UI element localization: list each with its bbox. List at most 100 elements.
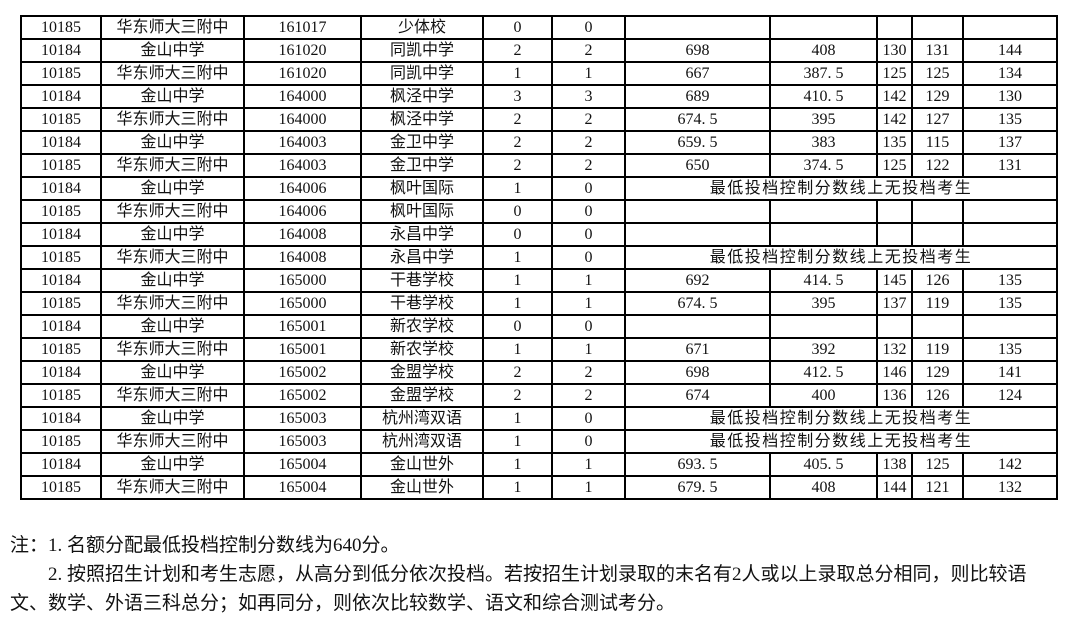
- merged-no-candidates-cell: 最低投档控制分数线上无投档考生: [624, 245, 1058, 270]
- table-cell: 698: [624, 38, 771, 63]
- table-cell: 0: [482, 222, 553, 247]
- table-cell: 161017: [243, 15, 362, 40]
- table-cell: 674. 5: [624, 291, 771, 316]
- table-cell: [876, 314, 913, 339]
- table-cell: 金山中学: [100, 360, 245, 385]
- table-cell: 125: [911, 61, 964, 86]
- table-cell: 1: [482, 452, 553, 477]
- table-cell: 10184: [20, 130, 102, 155]
- table-cell: 165003: [243, 406, 362, 431]
- table-cell: 10184: [20, 406, 102, 431]
- table-cell: 145: [876, 268, 913, 293]
- table-cell: 129: [911, 360, 964, 385]
- table-cell: 392: [769, 337, 878, 362]
- table-cell: 0: [551, 222, 626, 247]
- table-cell: 新农学校: [360, 314, 484, 339]
- table-cell: 金山中学: [100, 268, 245, 293]
- table-cell: [876, 222, 913, 247]
- table-cell: 2: [551, 130, 626, 155]
- table-cell: 金卫中学: [360, 130, 484, 155]
- table-cell: 146: [876, 360, 913, 385]
- footnote-line-2: 2. 按照招生计划和考生志愿，从高分到低分依次投档。若按招生计划录取的末名有2人…: [10, 564, 1027, 614]
- table-cell: 华东师大三附中: [100, 291, 245, 316]
- table-cell: 412. 5: [769, 360, 878, 385]
- table-cell: [911, 222, 964, 247]
- table-cell: 新农学校: [360, 337, 484, 362]
- table-cell: 119: [911, 291, 964, 316]
- table-cell: 165004: [243, 475, 362, 500]
- table-cell: [962, 314, 1058, 339]
- table-cell: 1: [482, 406, 553, 431]
- table-cell: 674: [624, 383, 771, 408]
- table-cell: 1: [482, 291, 553, 316]
- table-cell: 410. 5: [769, 84, 878, 109]
- table-cell: 135: [962, 268, 1058, 293]
- table-cell: 2: [482, 383, 553, 408]
- table-row: 10185 华东师大三附中 164003 金卫中学 2 2 650 374. 5 125 122 1…: [20, 153, 1058, 178]
- table-cell: 131: [962, 153, 1058, 178]
- table-cell: 0: [551, 406, 626, 431]
- table-cell: 10184: [20, 38, 102, 63]
- table-row: 10185 华东师大三附中 165002 金盟学校 2 2 674 400 136 126 124: [20, 383, 1058, 408]
- table-cell: [624, 15, 771, 40]
- table-cell: 金盟学校: [360, 360, 484, 385]
- table-row: 10184 金山中学 165004 金山世外 1 1 693. 5 405. 5 138 125 1…: [20, 452, 1058, 477]
- table-cell: 华东师大三附中: [100, 153, 245, 178]
- table-cell: 650: [624, 153, 771, 178]
- table-cell: 0: [551, 15, 626, 40]
- table-cell: 164006: [243, 176, 362, 201]
- table-cell: 164003: [243, 130, 362, 155]
- table-cell: 165000: [243, 268, 362, 293]
- table-cell: 2: [482, 360, 553, 385]
- table-cell: 125: [876, 61, 913, 86]
- table-cell: 10184: [20, 360, 102, 385]
- table-cell: [624, 199, 771, 224]
- table-cell: 674. 5: [624, 107, 771, 132]
- table-cell: 0: [482, 314, 553, 339]
- table-cell: 华东师大三附中: [100, 199, 245, 224]
- table-row: 10184 金山中学 164000 枫泾中学 3 3 689 410. 5 142 129 130: [20, 84, 1058, 109]
- table-cell: 142: [876, 107, 913, 132]
- footnotes: 注：1. 名额分配最低投档控制分数线为640分。 2. 按照招生计划和考生志愿，…: [10, 531, 1070, 618]
- table-cell: 金山中学: [100, 452, 245, 477]
- table-cell: 1: [482, 61, 553, 86]
- table-cell: 1: [551, 452, 626, 477]
- table-row: 10184 金山中学 165003 杭州湾双语 1 0 最低投档控制分数线上无投档考生: [20, 406, 1058, 431]
- table-cell: 130: [876, 38, 913, 63]
- table-cell: 杭州湾双语: [360, 429, 484, 454]
- table-row: 10184 金山中学 165000 干巷学校 1 1 692 414. 5 145 126 135: [20, 268, 1058, 293]
- table-cell: 1: [482, 429, 553, 454]
- table-cell: 164000: [243, 84, 362, 109]
- table-cell: 132: [962, 475, 1058, 500]
- table-cell: 1: [482, 176, 553, 201]
- table-cell: 165002: [243, 360, 362, 385]
- merged-no-candidates-cell: 最低投档控制分数线上无投档考生: [624, 406, 1058, 431]
- table-cell: 10185: [20, 199, 102, 224]
- table-row: 10184 金山中学 164003 金卫中学 2 2 659. 5 383 135 115 137: [20, 130, 1058, 155]
- table-cell: 395: [769, 291, 878, 316]
- table-cell: 161020: [243, 61, 362, 86]
- table-cell: [769, 15, 878, 40]
- table-cell: [911, 314, 964, 339]
- table-cell: 永昌中学: [360, 245, 484, 270]
- table-cell: 121: [911, 475, 964, 500]
- table-cell: 华东师大三附中: [100, 15, 245, 40]
- table-cell: 华东师大三附中: [100, 245, 245, 270]
- table-cell: 10185: [20, 429, 102, 454]
- table-cell: 138: [876, 452, 913, 477]
- score-table-body: 10185 华东师大三附中 161017 少体校 0 0 10184 金山中学 161020 同凯…: [20, 15, 1058, 500]
- table-cell: 692: [624, 268, 771, 293]
- table-cell: 693. 5: [624, 452, 771, 477]
- table-cell: 10185: [20, 337, 102, 362]
- table-row: 10185 华东师大三附中 164008 永昌中学 1 0 最低投档控制分数线上无投档考生: [20, 245, 1058, 270]
- table-cell: 689: [624, 84, 771, 109]
- table-cell: 1: [482, 475, 553, 500]
- table-cell: 164000: [243, 107, 362, 132]
- table-cell: 119: [911, 337, 964, 362]
- table-cell: 少体校: [360, 15, 484, 40]
- table-cell: 金山中学: [100, 84, 245, 109]
- table-cell: 0: [551, 314, 626, 339]
- table-cell: 164003: [243, 153, 362, 178]
- table-cell: 164006: [243, 199, 362, 224]
- table-cell: 枫泾中学: [360, 84, 484, 109]
